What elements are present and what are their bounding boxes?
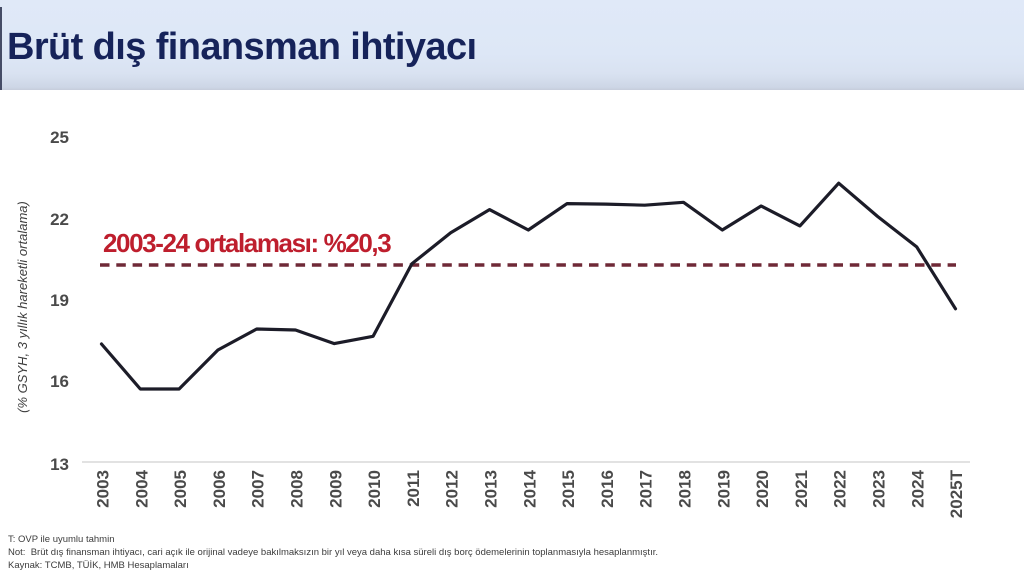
svg-text:2024: 2024 — [908, 469, 927, 507]
svg-text:2008: 2008 — [288, 470, 307, 508]
svg-text:2020: 2020 — [753, 470, 772, 508]
svg-text:2007: 2007 — [249, 470, 268, 508]
svg-text:2015: 2015 — [559, 470, 578, 508]
svg-text:2025T: 2025T — [947, 469, 966, 518]
svg-text:2021: 2021 — [792, 470, 811, 508]
svg-text:2004: 2004 — [132, 469, 151, 507]
svg-text:2011: 2011 — [404, 470, 423, 507]
svg-text:2006: 2006 — [210, 470, 229, 508]
svg-text:2003: 2003 — [94, 470, 113, 508]
svg-text:2009: 2009 — [326, 470, 345, 508]
svg-text:2017: 2017 — [637, 470, 656, 508]
svg-text:2022: 2022 — [831, 470, 850, 508]
svg-text:2014: 2014 — [520, 469, 539, 507]
svg-text:2010: 2010 — [365, 470, 384, 508]
svg-text:2012: 2012 — [443, 470, 462, 508]
svg-text:2013: 2013 — [482, 470, 501, 508]
svg-text:2018: 2018 — [676, 470, 695, 508]
svg-text:(% GSYH, 3 yıllık hareketli or: (% GSYH, 3 yıllık hareketli ortalama) — [15, 201, 30, 413]
svg-text:2005: 2005 — [171, 470, 190, 508]
svg-text:2023: 2023 — [870, 470, 889, 508]
svg-text:2016: 2016 — [598, 470, 617, 508]
svg-text:2019: 2019 — [714, 470, 733, 508]
